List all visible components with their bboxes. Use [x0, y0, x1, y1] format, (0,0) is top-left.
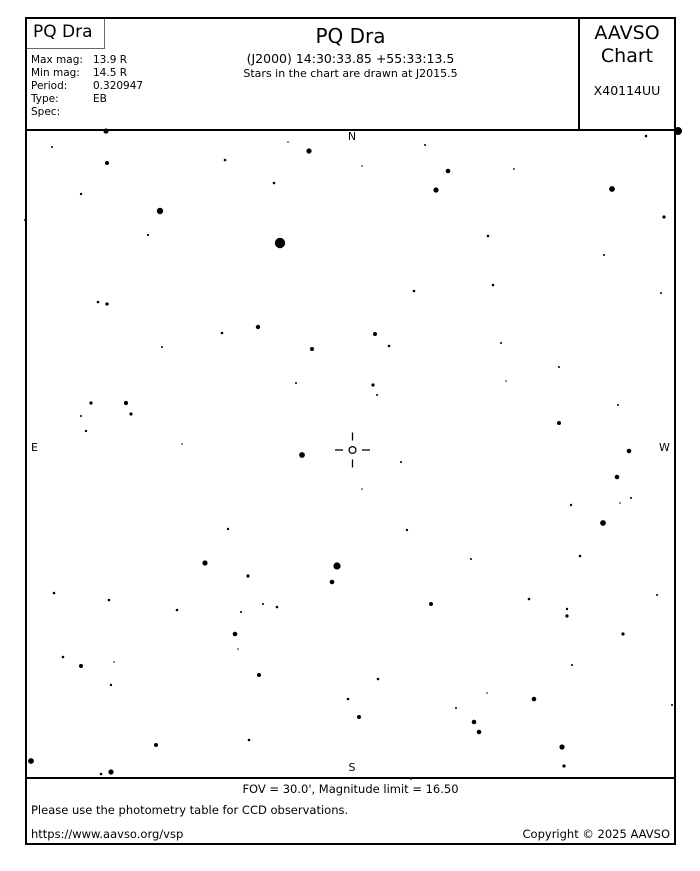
header-center: PQ Dra (J2000) 14:30:33.85 +55:33:13.5 S… — [25, 24, 676, 80]
aavso-brand-box: AAVSO Chart X40114UU — [580, 22, 674, 98]
copyright-text: Copyright © 2025 AAVSO — [522, 827, 670, 841]
target-coordinates: (J2000) 14:30:33.85 +55:33:13.5 — [246, 51, 455, 66]
property-row-period: Period: 0.320947 — [31, 80, 144, 92]
compass-south-label: S — [348, 761, 356, 774]
ccd-observations-note: Please use the photometry table for CCD … — [31, 803, 349, 817]
property-row-max-mag: Max mag: 13.9 R — [31, 54, 128, 66]
vsp-url: https://www.aavso.org/vsp — [31, 827, 184, 841]
chart-frame-top-line — [25, 129, 676, 131]
brand-line-2: Chart — [600, 45, 654, 67]
compass-east-label: E — [31, 441, 38, 454]
brand-box-divider — [578, 17, 580, 131]
epoch-note: Stars in the chart are drawn at J2015.5 — [243, 67, 458, 80]
chart-frame-bottom-line — [25, 777, 676, 779]
property-row-min-mag: Min mag: 14.5 R — [31, 67, 128, 79]
compass-west-label: W — [659, 441, 670, 454]
object-properties: Max mag: 13.9 R Min mag: 14.5 R Period: 0.3… — [31, 54, 143, 119]
chart-outer-border — [25, 17, 676, 845]
object-name-label: PQ Dra — [33, 22, 93, 42]
property-row-spec: Spec: — [31, 106, 61, 118]
compass-north-label: N — [347, 130, 357, 143]
chart-id: X40114UU — [593, 83, 661, 98]
fov-magnitude-line: FOV = 30.0', Magnitude limit = 16.50 — [242, 782, 459, 796]
brand-line-1: AAVSO — [594, 22, 660, 44]
object-name-box: PQ Dra — [27, 19, 105, 49]
property-row-type: Type: EB — [31, 93, 107, 105]
chart-title: PQ Dra — [315, 24, 386, 48]
